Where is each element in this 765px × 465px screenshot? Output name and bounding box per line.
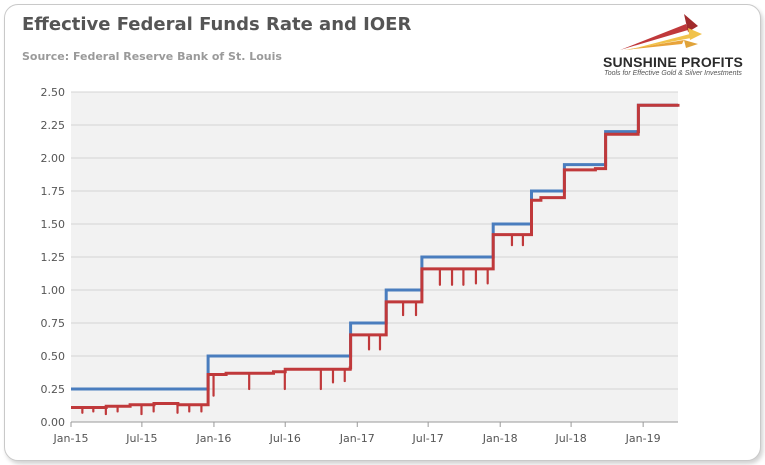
y-tick-label: 0.50 [41, 350, 66, 363]
x-tick-label: Jan-15 [53, 432, 89, 445]
y-tick-label: 2.25 [41, 119, 66, 132]
x-tick-label: Jan-16 [195, 432, 231, 445]
logo-tagline: Tools for Effective Gold & Silver Invest… [604, 70, 742, 77]
y-tick-label: 1.00 [41, 284, 66, 297]
x-tick-label: Jan-19 [625, 432, 661, 445]
y-tick-label: 2.00 [41, 152, 66, 165]
x-tick-label: Jan-18 [482, 432, 518, 445]
y-tick-label: 1.25 [41, 251, 66, 264]
x-tick-label: Jul-18 [554, 432, 586, 445]
x-tick-label: Jan-17 [339, 432, 375, 445]
y-tick-label: 1.75 [41, 185, 66, 198]
x-tick-label: Jul-16 [269, 432, 301, 445]
logo-name: SUNSHINE PROFITS [602, 54, 744, 70]
x-tick-label: Jul-15 [125, 432, 157, 445]
x-tick-label: Jul-17 [412, 432, 444, 445]
chart-title: Effective Federal Funds Rate and IOER [22, 14, 412, 35]
y-tick-label: 2.50 [41, 86, 66, 99]
chart-subtitle: Source: Federal Reserve Bank of St. Loui… [22, 50, 282, 63]
y-tick-label: 1.50 [41, 218, 66, 231]
logo-rays-icon [620, 14, 702, 50]
y-tick-label: 0.75 [41, 317, 66, 330]
y-tick-label: 0.25 [41, 383, 66, 396]
sunshine-profits-logo: SUNSHINE PROFITS Tools for Effective Gol… [598, 10, 748, 80]
y-tick-label: 0.00 [41, 416, 66, 429]
